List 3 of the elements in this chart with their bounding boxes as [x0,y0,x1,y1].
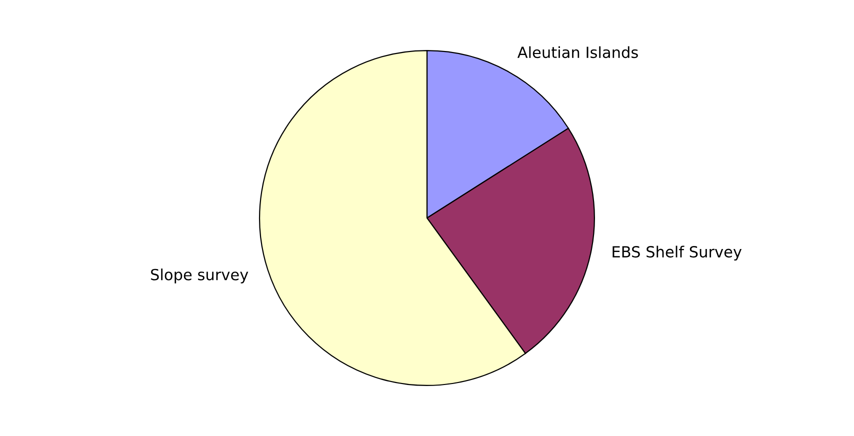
slice-label: Slope survey [151,268,248,284]
slice-label: Aleutian Islands [517,46,638,58]
slice-label: EBS Shelf Survey [612,246,742,261]
